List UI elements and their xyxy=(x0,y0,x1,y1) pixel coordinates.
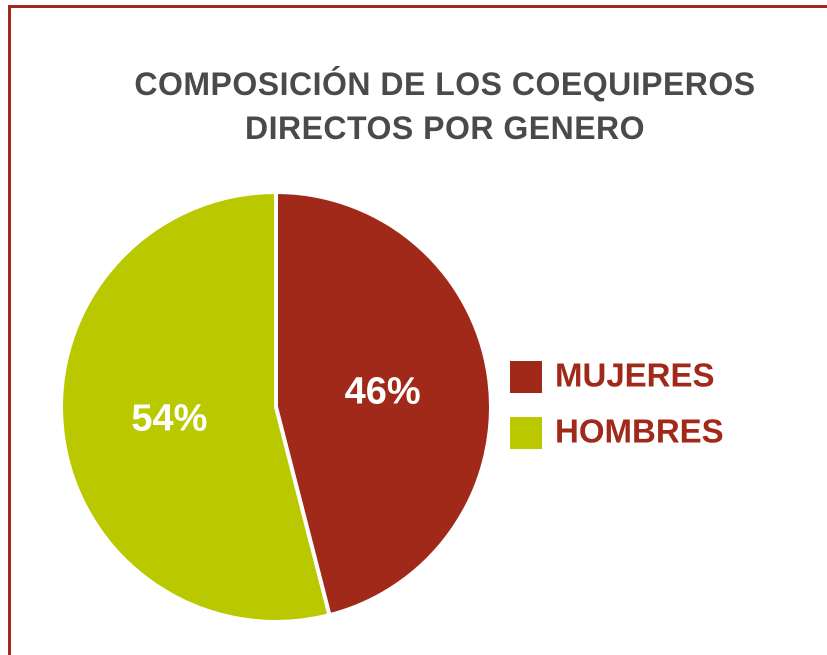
data-label: 46% xyxy=(345,371,421,413)
chart: 46% 54% MUJERES HOMBRES xyxy=(59,189,724,624)
legend-label: MUJERES xyxy=(555,357,715,394)
page: {"chart_data": {"type": "pie", "title": … xyxy=(8,5,827,655)
legend-swatch xyxy=(510,361,542,393)
chart-title: COMPOSICIÓN DE LOS COEQUIPEROS DIRECTOS … xyxy=(134,66,756,146)
pie-slice xyxy=(274,189,493,618)
legend-swatch xyxy=(510,417,542,449)
frame xyxy=(8,5,827,655)
pie-slice xyxy=(59,189,332,624)
legend-label: HOMBRES xyxy=(555,413,724,450)
data-label: 54% xyxy=(131,398,207,440)
